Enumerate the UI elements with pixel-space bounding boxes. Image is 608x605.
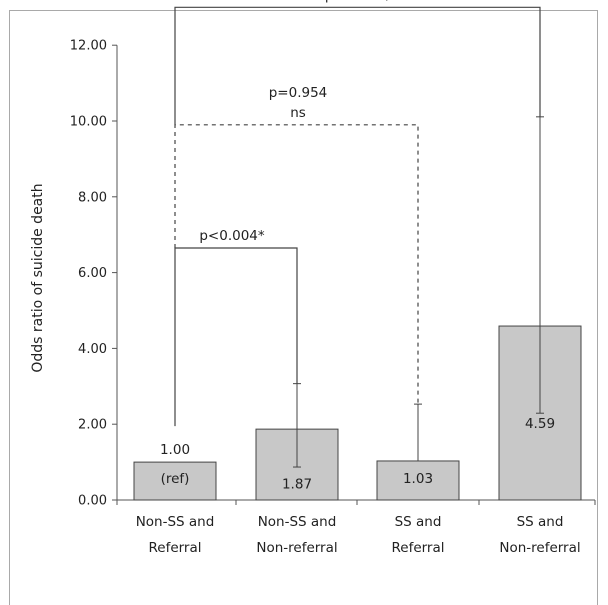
chart-frame xyxy=(9,10,598,605)
y-tick-label: 8.00 xyxy=(78,190,107,205)
data-label: 1.00 xyxy=(160,442,190,458)
comparison-bracket xyxy=(174,247,298,427)
y-tick-label: 4.00 xyxy=(78,342,107,357)
bar xyxy=(376,460,460,501)
y-tick-label: 6.00 xyxy=(78,266,107,281)
x-category-label: SS and xyxy=(395,514,442,530)
comparison-p-value: p=0.954 xyxy=(269,85,328,101)
ref-label: (ref) xyxy=(161,471,190,487)
x-category-label: Non-referral xyxy=(499,540,580,556)
x-category-label: Non-SS and xyxy=(258,514,337,530)
comparison-significance: ns xyxy=(290,105,306,121)
comparison-bracket xyxy=(174,6,541,125)
comparison-p-value: p<0.004* xyxy=(199,228,265,244)
x-category-label: Referral xyxy=(148,540,201,556)
x-category-label: Non-SS and xyxy=(136,514,215,530)
data-label: 1.03 xyxy=(403,471,433,487)
y-tick-label: 10.00 xyxy=(70,115,107,130)
data-label: 1.87 xyxy=(282,477,312,493)
comparison-bracket xyxy=(174,124,419,405)
x-category-label: Non-referral xyxy=(256,540,337,556)
y-tick-label: 0.00 xyxy=(78,494,107,509)
x-category-label: SS and xyxy=(517,514,564,530)
y-tick-label: 12.00 xyxy=(70,39,107,54)
x-category-label: Referral xyxy=(391,540,444,556)
comparison-p-value: p<0.001† xyxy=(325,0,391,3)
data-label: 4.59 xyxy=(525,416,555,432)
bar xyxy=(133,461,217,501)
y-tick-label: 2.00 xyxy=(78,418,107,433)
y-axis-label: Odds ratio of suicide death xyxy=(30,183,46,372)
